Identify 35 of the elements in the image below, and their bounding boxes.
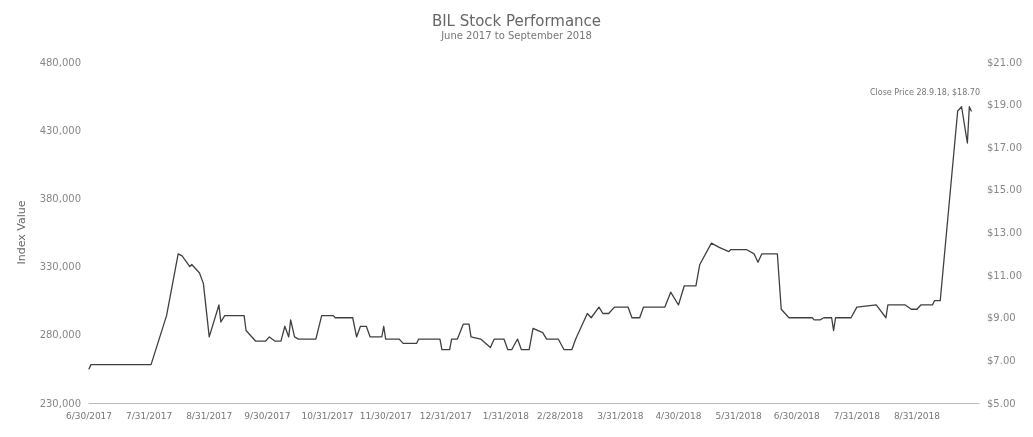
y2-tick-label: $9.00 [987,312,1016,324]
y-axis-title: Index Value [15,200,28,265]
y2-tick-label: $21.00 [987,56,1023,68]
x-tick-label: 4/30/2018 [655,410,702,421]
x-tick-label: 7/31/2017 [126,410,173,421]
x-tick-label: 10/31/2017 [301,410,354,421]
x-tick-label: 3/31/2018 [597,410,644,421]
y-tick-label: 230,000 [39,397,81,409]
x-tick-label: 6/30/2018 [773,410,821,421]
chart-title: BIL Stock Performance [431,11,602,30]
line-series [88,106,972,370]
x-tick-label: 12/31/2017 [419,410,472,421]
x-tick-label: 11/30/2017 [359,410,412,421]
x-tick-label: 5/31/2018 [715,410,762,421]
y2-tick-label: $15.00 [987,184,1023,196]
y-tick-label: 430,000 [39,124,81,136]
y2-tick-label: $17.00 [987,141,1023,153]
annotation: Close Price 28.9.18, $18.70 [869,87,981,97]
y2-tick-label: $19.00 [987,99,1023,111]
x-tick-label: 8/31/2018 [893,410,941,421]
y-tick-label: 480,000 [39,56,81,68]
y2-tick-label: $11.00 [987,269,1023,281]
x-tick-label: 8/31/2017 [186,410,233,421]
x-tick-label: 1/31/2018 [482,410,530,421]
x-tick-label: 7/31/2018 [833,410,881,421]
y-tick-label: 380,000 [39,192,81,204]
y-tick-label: 330,000 [39,261,81,273]
y2-tick-label: $13.00 [987,227,1023,238]
y2-tick-label: $5.00 [987,397,1016,409]
x-tick-label: 2/28/2018 [537,410,584,421]
x-tick-label: 9/30/2017 [244,410,291,421]
y-tick-label: 280,000 [39,329,81,341]
y2-tick-label: $7.00 [987,354,1016,366]
x-tick-label: 6/30/2017 [65,410,113,421]
chart-subtitle: June 2017 to September 2018 [440,29,592,41]
